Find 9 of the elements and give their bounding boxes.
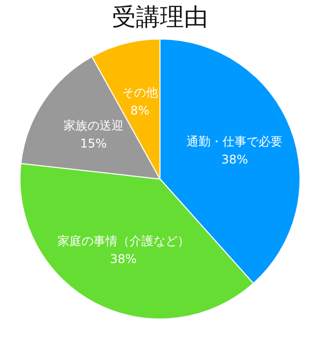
data-label: 38%	[110, 252, 137, 266]
slice-label: 通勤・仕事で必要	[186, 134, 283, 148]
data-label: 38%	[221, 152, 248, 166]
data-label: 15%	[80, 136, 107, 151]
slice-label: 家族の送迎	[63, 118, 124, 133]
chart-title: 受講理由	[112, 3, 208, 31]
slice-label: 家庭の事情（介護など）	[57, 234, 190, 248]
slice-label: その他	[122, 86, 158, 100]
data-label: 8%	[130, 104, 150, 118]
